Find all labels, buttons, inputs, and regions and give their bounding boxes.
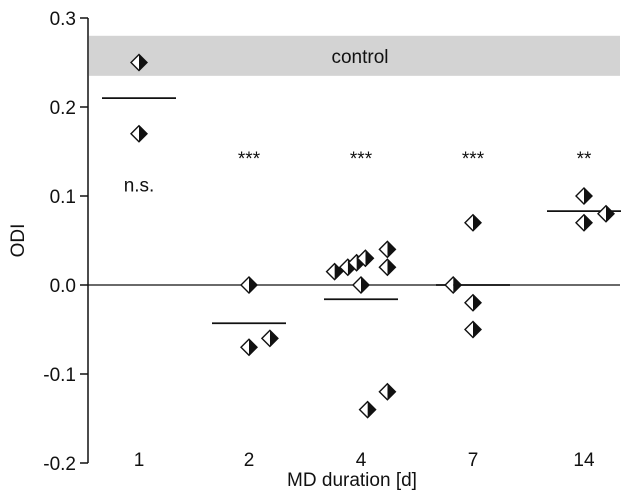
significance-label: *** bbox=[238, 149, 261, 170]
chart-text: control 0.3 0.2 0.1 0.0 -0.1 -0.2 ODI 1 2 4 7 14 MD d… bbox=[8, 9, 595, 490]
control-band-label: control bbox=[331, 47, 388, 68]
data-point bbox=[378, 382, 397, 401]
y-tick-label: 0.0 bbox=[50, 276, 76, 297]
x-tick-label: 1 bbox=[134, 450, 145, 471]
data-point bbox=[130, 124, 148, 143]
y-tick-label: -0.2 bbox=[43, 454, 76, 475]
x-tick-label: 4 bbox=[356, 450, 367, 471]
y-axis-title: ODI bbox=[8, 224, 29, 258]
data-point bbox=[325, 262, 344, 281]
axes bbox=[80, 17, 620, 464]
data-point bbox=[575, 213, 593, 232]
mean-lines bbox=[102, 97, 621, 325]
y-tick-label: 0.2 bbox=[50, 98, 76, 119]
significance-label: *** bbox=[462, 149, 485, 170]
data-point bbox=[130, 53, 148, 72]
data-point bbox=[260, 329, 279, 348]
y-tick-label: 0.3 bbox=[50, 9, 76, 30]
y-tick-label: -0.1 bbox=[43, 365, 76, 386]
data-point bbox=[378, 258, 397, 277]
data-point bbox=[378, 240, 397, 259]
control-band bbox=[89, 35, 620, 76]
data-point bbox=[464, 213, 482, 232]
x-axis-title: MD duration [d] bbox=[287, 470, 417, 490]
x-tick-label: 2 bbox=[244, 450, 255, 471]
data-point bbox=[464, 293, 482, 312]
data-point bbox=[444, 276, 463, 294]
significance-label: *** bbox=[350, 149, 373, 170]
data-point bbox=[240, 338, 258, 357]
y-tick-label: 0.1 bbox=[50, 187, 76, 208]
x-tick-label: 14 bbox=[573, 450, 595, 471]
significance-label: n.s. bbox=[124, 176, 155, 197]
data-points bbox=[130, 53, 615, 419]
data-point bbox=[240, 276, 258, 294]
data-point bbox=[575, 187, 593, 205]
data-point bbox=[352, 276, 370, 294]
x-tick-label: 7 bbox=[468, 450, 479, 471]
significance-label: ** bbox=[577, 149, 592, 170]
data-point bbox=[464, 320, 482, 339]
data-point bbox=[597, 204, 615, 223]
control-band-layer bbox=[89, 35, 620, 76]
data-point bbox=[356, 249, 375, 268]
data-point bbox=[358, 400, 377, 419]
